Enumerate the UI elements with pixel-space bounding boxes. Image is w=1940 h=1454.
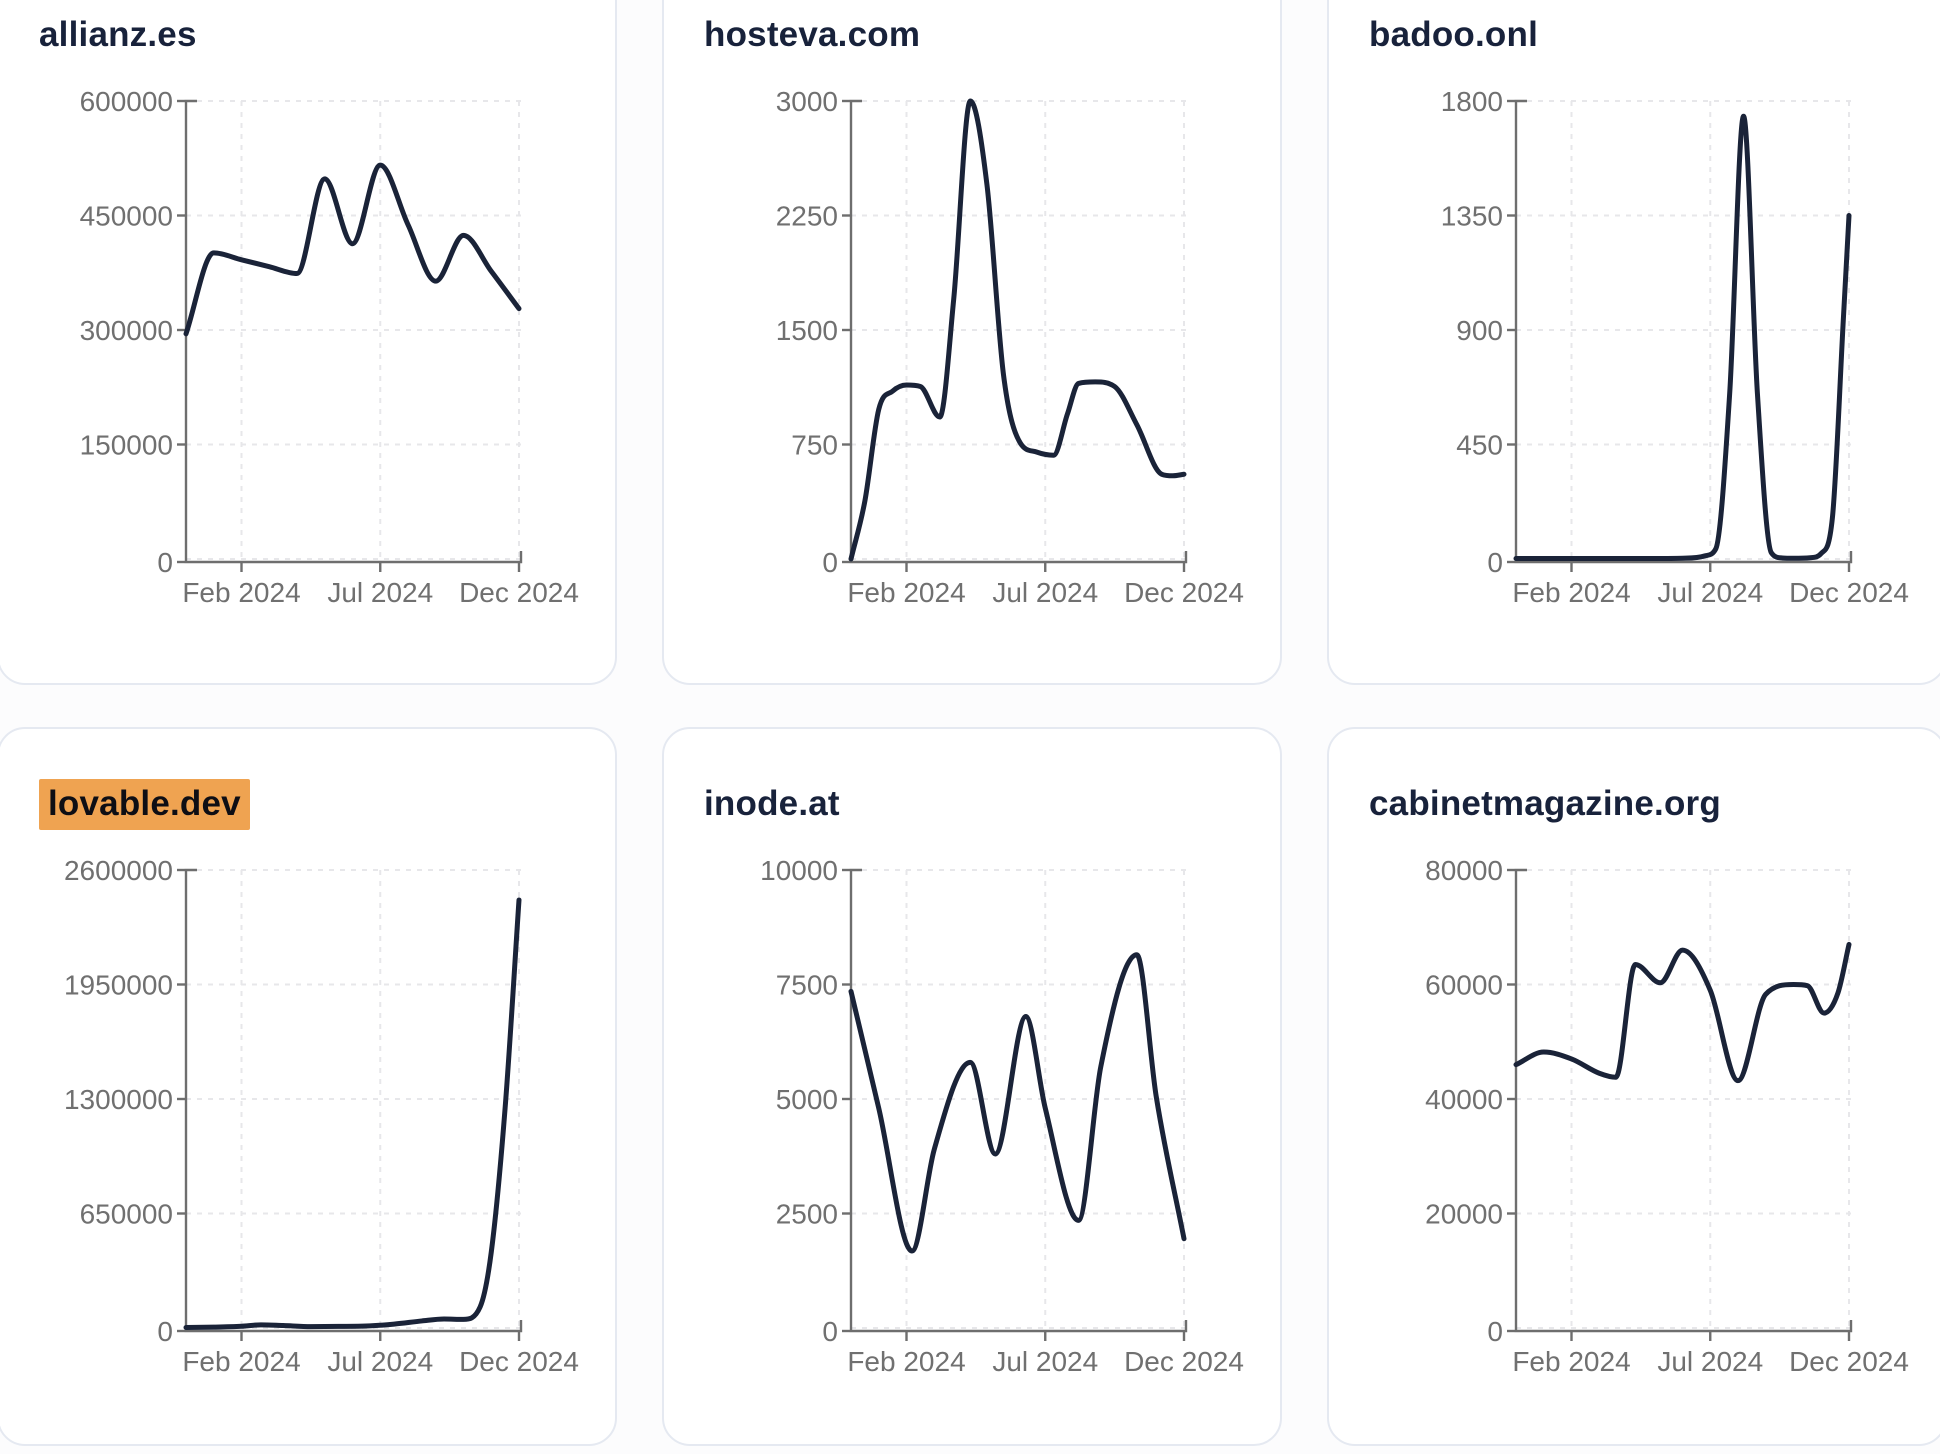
y-axis-tick-label: 2600000 — [64, 855, 173, 886]
y-axis-tick-label: 750 — [791, 430, 838, 461]
x-axis-tick-label: Jul 2024 — [1657, 577, 1763, 608]
chart-card-title: inode.at — [704, 784, 840, 824]
y-axis-tick-label: 80000 — [1425, 855, 1503, 886]
line-chart: 0 450 900 1350 1800 Feb 2024 Jul 2024 Dec 2024 — [1441, 86, 1909, 608]
x-axis-tick-label: Dec 2024 — [1124, 577, 1244, 608]
x-axis-tick-label: Feb 2024 — [1512, 1346, 1630, 1377]
axes — [1507, 99, 1853, 572]
y-axis-tick-label: 0 — [822, 547, 838, 578]
y-axis-tick-label: 7500 — [776, 970, 838, 1001]
traffic-line-series — [183, 162, 522, 337]
x-axis-tick-label: Jul 2024 — [327, 1346, 433, 1377]
x-axis-tick-label: Dec 2024 — [459, 577, 579, 608]
x-axis-tick-label: Dec 2024 — [1124, 1346, 1244, 1377]
x-axis-tick-label: Jul 2024 — [992, 1346, 1098, 1377]
traffic-line-series — [1513, 941, 1852, 1084]
line-chart: 0 750 1500 2250 3000 Feb 2024 Jul 2024 Dec 2024 — [776, 86, 1244, 608]
y-axis-tick-label: 1300000 — [64, 1084, 173, 1115]
y-axis-tick-label: 0 — [822, 1316, 838, 1347]
chart-card-title: allianz.es — [39, 15, 197, 55]
x-axis-tick-label: Feb 2024 — [847, 577, 965, 608]
line-chart: 0 20000 40000 60000 80000 Feb 2024 Jul 2024 Dec… — [1425, 855, 1909, 1377]
y-axis-tick-label: 5000 — [776, 1084, 838, 1115]
y-axis-tick-label: 10000 — [760, 855, 838, 886]
y-axis-tick-label: 1500 — [776, 315, 838, 346]
chart-card-title: badoo.onl — [1369, 15, 1538, 55]
gridlines — [1516, 869, 1851, 1329]
chart-card: inode.at 0 2500 5000 7500 10000 Feb 2024 Jul 20… — [662, 727, 1282, 1446]
gridlines — [851, 100, 1186, 560]
y-axis-tick-label: 450 — [1456, 430, 1503, 461]
y-axis-tick-label: 3000 — [776, 86, 838, 117]
chart-card-title: cabinetmagazine.org — [1369, 784, 1721, 824]
y-axis-tick-label: 2500 — [776, 1199, 838, 1230]
line-chart: 0 650000 1300000 1950000 2600000 Feb 2024 Jul … — [64, 855, 579, 1377]
y-axis-tick-label: 300000 — [80, 315, 173, 346]
x-axis-tick-label: Feb 2024 — [1512, 577, 1630, 608]
y-axis-tick-label: 1950000 — [64, 970, 173, 1001]
traffic-line-series — [183, 897, 522, 1330]
y-axis-tick-label: 2250 — [776, 201, 838, 232]
x-axis-tick-label: Dec 2024 — [459, 1346, 579, 1377]
chart-card: lovable.dev 0 650000 1300000 1950000 2600000 F… — [0, 727, 617, 1446]
y-axis-tick-label: 0 — [1487, 547, 1503, 578]
gridlines — [186, 100, 521, 560]
traffic-line-series — [848, 98, 1187, 562]
y-axis-tick-label: 600000 — [80, 86, 173, 117]
x-axis-tick-label: Jul 2024 — [992, 577, 1098, 608]
y-axis-tick-label: 900 — [1456, 315, 1503, 346]
axes — [177, 99, 523, 572]
y-axis-tick-label: 1800 — [1441, 86, 1503, 117]
domain-title: inode.at — [704, 784, 840, 823]
chart-card-title: lovable.dev — [39, 779, 250, 830]
axes — [177, 868, 523, 1341]
domain-title: badoo.onl — [1369, 15, 1538, 54]
x-axis-tick-label: Feb 2024 — [182, 1346, 300, 1377]
axes — [1507, 868, 1853, 1341]
traffic-line-series — [1513, 113, 1852, 561]
y-axis-tick-label: 1350 — [1441, 201, 1503, 232]
chart-card-title: hosteva.com — [704, 15, 920, 55]
y-axis-tick-label: 20000 — [1425, 1199, 1503, 1230]
gridlines — [1516, 100, 1851, 560]
x-axis-tick-label: Dec 2024 — [1789, 577, 1909, 608]
y-axis-tick-label: 40000 — [1425, 1084, 1503, 1115]
y-axis-tick-label: 60000 — [1425, 970, 1503, 1001]
x-axis-tick-label: Jul 2024 — [1657, 1346, 1763, 1377]
axes — [842, 99, 1188, 572]
y-axis-tick-label: 150000 — [80, 430, 173, 461]
x-axis-tick-label: Dec 2024 — [1789, 1346, 1909, 1377]
y-axis-tick-label: 0 — [157, 1316, 173, 1347]
y-axis-tick-label: 0 — [157, 547, 173, 578]
x-axis-tick-label: Jul 2024 — [327, 577, 433, 608]
gridlines — [186, 869, 521, 1329]
line-chart: 0 150000 300000 450000 600000 Feb 2024 Jul 202… — [80, 86, 579, 608]
y-axis-tick-label: 0 — [1487, 1316, 1503, 1347]
axes — [842, 868, 1188, 1341]
chart-card: allianz.es 0 150000 300000 450000 600000 Feb 2… — [0, 0, 617, 685]
y-axis-tick-label: 650000 — [80, 1199, 173, 1230]
chart-card: cabinetmagazine.org 0 20000 40000 60000 80000… — [1327, 727, 1940, 1446]
traffic-line-series — [848, 952, 1187, 1254]
chart-card: hosteva.com 0 750 1500 2250 3000 Feb 2024 Jul 2… — [662, 0, 1282, 685]
domain-title-highlighted: lovable.dev — [39, 779, 250, 830]
domain-title: cabinetmagazine.org — [1369, 784, 1721, 823]
line-chart: 0 2500 5000 7500 10000 Feb 2024 Jul 2024 Dec 20… — [760, 855, 1244, 1377]
chart-card: badoo.onl 0 450 900 1350 1800 Feb 2024 Jul 2024… — [1327, 0, 1940, 685]
domain-title: allianz.es — [39, 15, 197, 54]
x-axis-tick-label: Feb 2024 — [182, 577, 300, 608]
gridlines — [851, 869, 1186, 1329]
y-axis-tick-label: 450000 — [80, 201, 173, 232]
domain-title: hosteva.com — [704, 15, 921, 54]
x-axis-tick-label: Feb 2024 — [847, 1346, 965, 1377]
